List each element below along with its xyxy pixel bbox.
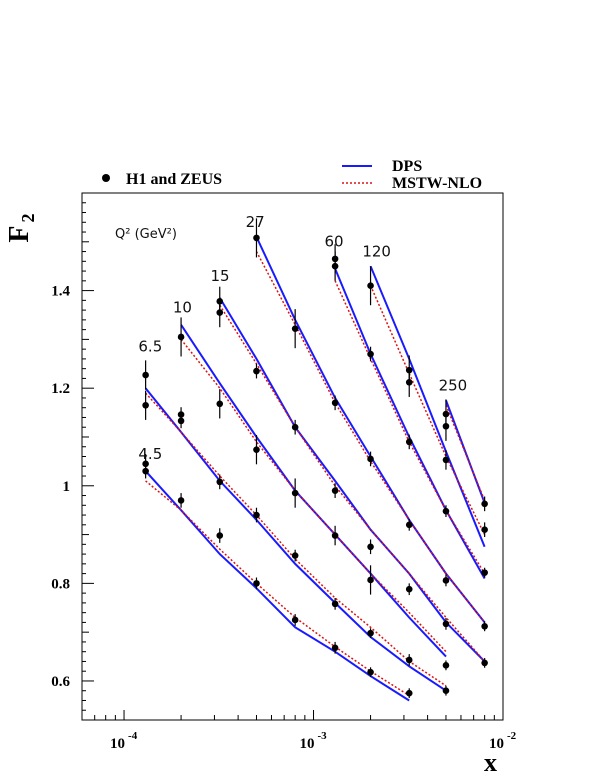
data-point: [291, 489, 299, 497]
y-tick-label: 0.8: [51, 576, 70, 592]
data-point: [405, 656, 413, 664]
x-axis-label: x: [484, 748, 497, 776]
data-point: [367, 668, 374, 676]
q2-axis-label: Q² (GeV²): [115, 227, 177, 242]
data-point: [291, 616, 299, 624]
data-point: [442, 422, 450, 430]
data-point: [142, 467, 149, 475]
data-point: [367, 282, 374, 290]
data-point: [481, 526, 488, 533]
y-tick-label: 0.6: [51, 674, 70, 690]
dps-curve-q2-250: [445, 400, 486, 504]
dps-curve-q2-120: [369, 265, 486, 548]
data-point: [442, 507, 450, 515]
data-point: [442, 456, 450, 464]
data-point: [253, 446, 260, 453]
data-point: [216, 400, 224, 408]
mstw-curve-q2-4.5: [145, 480, 410, 697]
y-axis-label: F2: [4, 213, 38, 242]
q2-label-27: 27: [246, 213, 265, 231]
legend-points-label: H1 and ZEUS: [126, 171, 222, 188]
q2-label-4.5: 4.5: [138, 445, 162, 463]
x-tick-label: 10 -3: [300, 730, 328, 752]
legend-mstw-label: MSTW-NLO: [392, 175, 482, 192]
mstw-curve-q2-250: [445, 405, 486, 501]
data-point: [142, 371, 149, 379]
data-point: [405, 379, 413, 386]
data-point: [367, 629, 374, 637]
data-point: [481, 569, 488, 576]
data-point: [331, 262, 339, 270]
data-point: [291, 552, 299, 559]
data-point: [253, 511, 260, 519]
dps-curve-q2-60: [334, 268, 486, 579]
data-point: [481, 659, 488, 667]
data-point: [216, 478, 224, 486]
data-point: [253, 367, 260, 375]
data-points: [142, 218, 488, 699]
legend-point-marker: [102, 174, 110, 182]
x-tick-label: 10 -2: [489, 730, 517, 752]
data-point: [331, 644, 339, 652]
q2-label-6.5: 6.5: [138, 338, 162, 356]
q2-label-60: 60: [325, 233, 344, 251]
y-tick-label: 1.4: [51, 284, 70, 300]
q2-label-15: 15: [210, 267, 229, 285]
model-curves: [144, 236, 486, 702]
data-point: [331, 487, 339, 494]
dps-curve-q2-6.5: [144, 387, 447, 692]
q2-labels: 4.5 6.5 10 15 27 60 120 250: [138, 213, 467, 463]
data-point: [331, 600, 339, 608]
data-point: [442, 687, 450, 695]
data-point: [253, 234, 260, 242]
mstw-curve-q2-6.5: [145, 392, 447, 687]
data-point: [367, 350, 374, 358]
axis-ticks: 10 -4 10 -3 10 -2 0.6 0.8 1 1.2 1.4: [51, 202, 517, 752]
data-point: [291, 325, 299, 332]
data-point: [367, 543, 374, 551]
data-point: [331, 399, 339, 407]
x-tick-label: 10 -4: [110, 730, 138, 752]
data-point: [481, 623, 488, 630]
mstw-curve-q2-10: [180, 338, 447, 653]
data-point: [216, 309, 224, 316]
legend-dps-label: DPS: [392, 158, 422, 175]
q2-label-10: 10: [173, 299, 192, 317]
data-point: [216, 532, 224, 539]
data-point: [142, 401, 149, 409]
data-point: [481, 500, 488, 508]
mstw-curve-q2-15: [219, 304, 486, 662]
data-point: [442, 577, 450, 584]
data-point: [442, 620, 450, 628]
dps-curve-q2-15: [218, 297, 486, 663]
data-point: [177, 417, 185, 425]
dps-curve-q2-10: [180, 324, 447, 658]
data-point: [405, 438, 413, 446]
data-point: [177, 333, 185, 341]
data-point: [331, 532, 339, 539]
y-tick-label: 1: [63, 479, 71, 495]
mstw-curve-q2-120: [369, 285, 486, 535]
data-point: [253, 580, 260, 587]
data-point: [177, 497, 185, 504]
data-point: [405, 689, 413, 697]
q2-label-120: 120: [362, 242, 391, 260]
data-point: [367, 576, 374, 584]
data-point: [405, 585, 413, 593]
data-point: [442, 662, 450, 669]
data-point: [367, 455, 374, 463]
y-tick-label: 1.2: [51, 381, 70, 397]
data-point: [291, 423, 299, 431]
legend: H1 and ZEUS DPS MSTW-NLO: [102, 158, 482, 192]
dps-curve-q2-4.5: [144, 470, 410, 702]
data-point: [405, 521, 413, 529]
q2-label-250: 250: [439, 377, 468, 395]
